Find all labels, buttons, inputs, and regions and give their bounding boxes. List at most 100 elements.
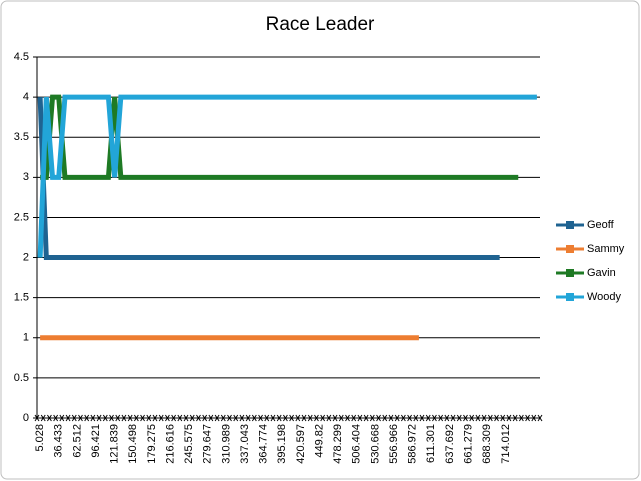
x-tick: [164, 414, 170, 422]
x-tick: [357, 414, 363, 422]
x-tick: [419, 414, 425, 422]
x-tick: [251, 414, 257, 422]
x-tick: [65, 414, 71, 422]
x-tick: [295, 414, 301, 422]
x-tick: [487, 414, 493, 422]
x-tick-label: 611.301: [425, 424, 437, 463]
x-tick: [239, 414, 245, 422]
x-tick: [369, 414, 375, 422]
x-tick: [363, 414, 369, 422]
y-tick-label: 0.5: [14, 372, 29, 384]
x-tick-label: 530.668: [369, 424, 381, 464]
x-tick: [115, 414, 121, 422]
x-tick: [456, 414, 462, 422]
x-tick: [525, 414, 530, 422]
x-tick-label: 310.989: [220, 424, 232, 464]
x-tick-label: 96.421: [90, 424, 102, 458]
x-tick: [127, 414, 133, 422]
x-tick: [463, 414, 468, 422]
x-tick: [289, 414, 295, 422]
x-tick: [245, 414, 251, 422]
x-tick: [345, 414, 350, 422]
y-tick-label: 1: [23, 332, 29, 344]
x-tick-label: 364.774: [258, 424, 270, 464]
chart-title: Race Leader: [266, 14, 375, 35]
x-tick: [189, 414, 195, 422]
x-tick: [506, 414, 512, 422]
x-tick: [351, 414, 357, 422]
x-tick-label: 420.597: [295, 424, 307, 464]
y-tick-label: 2.5: [14, 211, 29, 223]
x-tick: [109, 414, 114, 422]
x-tick: [71, 414, 77, 422]
x-tick: [220, 414, 226, 422]
y-tick-label: 1.5: [14, 292, 29, 304]
x-tick: [152, 414, 158, 422]
x-tick: [202, 414, 208, 422]
x-tick: [208, 414, 214, 422]
legend-marker: [566, 293, 574, 301]
series-line: [37, 97, 500, 261]
x-tick-label: 179.275: [146, 424, 158, 464]
x-tick: [320, 414, 326, 422]
x-tick: [500, 414, 506, 422]
series-line: [40, 94, 519, 180]
x-tick: [158, 414, 164, 422]
x-tick: [96, 414, 102, 422]
legend-label: Gavin: [587, 267, 616, 279]
x-tick-label: 337.043: [239, 424, 251, 464]
x-tick-label: 449.82: [313, 424, 325, 458]
y-tick-label: 4.5: [14, 51, 29, 63]
x-tick: [388, 414, 394, 422]
x-tick-label: 245.575: [183, 424, 195, 464]
x-tick: [382, 414, 388, 422]
x-tick: [102, 414, 108, 422]
x-tick-label: 506.404: [351, 424, 363, 464]
x-tick-label: 36.433: [53, 424, 65, 458]
x-tick: [264, 414, 270, 422]
x-tick-label: 5.028: [34, 424, 46, 452]
x-tick: [444, 414, 450, 422]
x-tick: [512, 414, 518, 422]
x-tick: [481, 414, 487, 422]
x-tick: [90, 414, 96, 422]
x-tick: [258, 414, 263, 422]
legend-label: Geoff: [587, 219, 615, 231]
x-tick: [171, 414, 177, 422]
x-tick: [494, 414, 499, 422]
series-line: [37, 94, 537, 258]
x-tick: [450, 414, 456, 422]
legend-marker: [566, 245, 574, 253]
x-tick: [121, 414, 127, 422]
legend-label: Woody: [587, 291, 622, 303]
x-tick-label: 637.692: [444, 424, 456, 464]
x-tick: [407, 414, 413, 422]
x-tick: [438, 414, 444, 422]
x-tick-label: 62.512: [71, 424, 83, 458]
x-tick: [332, 414, 338, 422]
x-tick-label: 714.012: [500, 424, 512, 464]
x-tick: [326, 414, 332, 422]
x-tick-label: 478.299: [332, 424, 344, 464]
x-tick: [475, 414, 481, 422]
x-tick: [177, 414, 183, 422]
x-tick-label: 395.198: [276, 424, 288, 464]
x-tick: [400, 414, 406, 422]
x-tick: [338, 414, 344, 422]
x-tick: [140, 414, 145, 422]
x-tick: [40, 414, 46, 422]
x-tick: [413, 414, 419, 422]
x-tick: [59, 414, 65, 422]
x-tick: [432, 414, 437, 422]
x-tick: [227, 414, 232, 422]
x-tick: [531, 414, 537, 422]
x-tick: [394, 414, 400, 422]
x-tick: [183, 414, 189, 422]
x-tick: [376, 414, 381, 422]
x-tick-label: 121.839: [109, 424, 121, 464]
x-tick-label: 150.498: [127, 424, 139, 464]
x-tick: [469, 414, 475, 422]
y-tick-label: 3.5: [14, 131, 29, 143]
y-tick-label: 4: [23, 91, 29, 103]
